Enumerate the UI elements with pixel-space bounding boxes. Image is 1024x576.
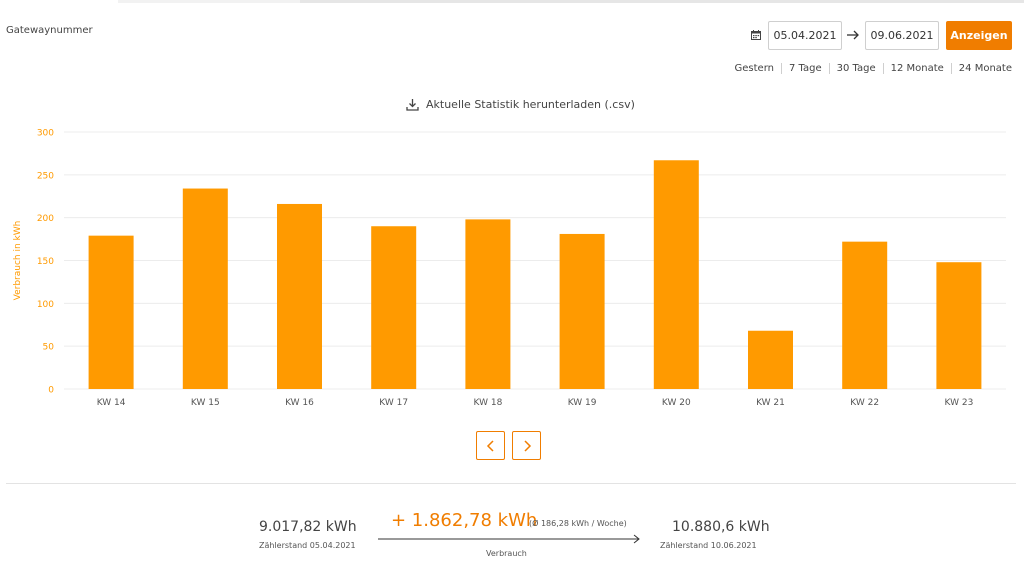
x-tick-label: KW 14 xyxy=(97,398,126,408)
x-tick-label: KW 16 xyxy=(285,398,314,408)
chart-bar xyxy=(277,203,322,389)
y-tick-label: 250 xyxy=(37,171,54,181)
meter-end-value: 10.880,6 kWh xyxy=(672,519,770,535)
usage-arrow xyxy=(378,534,640,544)
chart-bar xyxy=(842,241,888,389)
top-tab-active xyxy=(118,0,300,3)
y-tick-label: 200 xyxy=(37,214,54,224)
y-tick-label: 50 xyxy=(43,343,55,353)
y-tick-label: 300 xyxy=(37,129,54,139)
gateway-label: Gatewaynummer xyxy=(6,25,93,36)
quick-range-links: Gestern 7 Tage 30 Tage 12 Monate 24 Mona… xyxy=(735,63,1012,74)
y-axis-label: Verbrauch in kWh xyxy=(13,221,23,301)
arrow-right-icon xyxy=(847,30,859,40)
x-tick-label: KW 15 xyxy=(191,398,220,408)
range-separator xyxy=(882,63,884,74)
meter-start-label: Zählerstand 05.04.2021 xyxy=(259,541,356,550)
usage-value: + 1.862,78 kWh xyxy=(391,510,538,531)
range-link-12-months[interactable]: 12 Monate xyxy=(890,63,944,74)
meter-end-label: Zählerstand 10.06.2021 xyxy=(660,541,757,550)
chart-bar xyxy=(653,160,699,389)
x-tick-label: KW 20 xyxy=(662,398,691,408)
date-from-input[interactable]: 05.04.2021 xyxy=(768,21,842,50)
x-tick-label: KW 17 xyxy=(379,398,408,408)
range-separator xyxy=(780,63,782,74)
calendar-icon xyxy=(751,30,761,40)
x-tick-label: KW 23 xyxy=(945,398,974,408)
top-tab-strip xyxy=(118,0,1024,3)
range-link-yesterday[interactable]: Gestern xyxy=(734,63,774,74)
chart-bar xyxy=(465,219,511,389)
weekly-consumption-chart: 0 50 100 150 200 250 300 Verbrauch in kWh KW 14 K… xyxy=(13,129,1006,408)
x-tick-label: KW 18 xyxy=(474,398,503,408)
y-tick-label: 100 xyxy=(37,300,54,310)
show-button[interactable]: Anzeigen xyxy=(946,21,1012,50)
y-tick-label: 150 xyxy=(37,257,54,267)
y-tick-label: 0 xyxy=(48,386,54,396)
range-separator xyxy=(950,63,952,74)
usage-average: (Ø 186,28 kWh / Woche) xyxy=(529,519,627,528)
range-link-24-months[interactable]: 24 Monate xyxy=(958,63,1012,74)
previous-period-button[interactable] xyxy=(476,431,505,460)
range-link-30-days[interactable]: 30 Tage xyxy=(836,63,876,74)
date-to-input[interactable]: 09.06.2021 xyxy=(865,21,939,50)
download-label: Aktuelle Statistik herunterladen (.csv) xyxy=(426,98,635,111)
download-icon xyxy=(406,99,419,111)
meter-start-value: 9.017,82 kWh xyxy=(259,519,357,535)
chart-bar xyxy=(936,262,982,389)
usage-label: Verbrauch xyxy=(486,549,527,558)
x-tick-label: KW 19 xyxy=(568,398,597,408)
chevron-right-icon xyxy=(523,439,531,452)
chart-bar xyxy=(559,233,605,389)
chevron-left-icon xyxy=(486,439,494,452)
range-link-7-days[interactable]: 7 Tage xyxy=(788,63,822,74)
section-divider xyxy=(6,483,1016,484)
chart-bar xyxy=(371,226,417,389)
download-csv-link[interactable]: Aktuelle Statistik herunterladen (.csv) xyxy=(406,98,635,111)
range-separator xyxy=(828,63,830,74)
x-tick-label: KW 21 xyxy=(756,398,785,408)
chart-bar xyxy=(88,235,134,389)
x-tick-label: KW 22 xyxy=(850,398,879,408)
chart-bar xyxy=(182,188,228,389)
next-period-button[interactable] xyxy=(512,431,541,460)
chart-bar xyxy=(748,330,793,389)
